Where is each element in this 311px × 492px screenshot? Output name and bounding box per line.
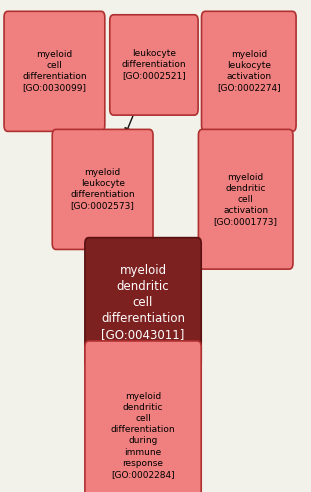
FancyBboxPatch shape xyxy=(202,11,296,131)
Text: myeloid
leukocyte
activation
[GO:0002274]: myeloid leukocyte activation [GO:0002274… xyxy=(217,50,281,92)
Text: myeloid
cell
differentiation
[GO:0030099]: myeloid cell differentiation [GO:0030099… xyxy=(22,50,87,92)
FancyBboxPatch shape xyxy=(110,15,198,115)
FancyBboxPatch shape xyxy=(85,238,201,368)
FancyBboxPatch shape xyxy=(85,341,201,492)
Text: myeloid
dendritic
cell
differentiation
[GO:0043011]: myeloid dendritic cell differentiation [… xyxy=(101,264,185,341)
Text: leukocyte
differentiation
[GO:0002521]: leukocyte differentiation [GO:0002521] xyxy=(122,49,186,81)
FancyBboxPatch shape xyxy=(4,11,105,131)
Text: myeloid
dendritic
cell
activation
[GO:0001773]: myeloid dendritic cell activation [GO:00… xyxy=(214,173,278,226)
Text: myeloid
dendritic
cell
differentiation
during
immune
response
[GO:0002284]: myeloid dendritic cell differentiation d… xyxy=(111,392,175,479)
Text: myeloid
leukocyte
differentiation
[GO:0002573]: myeloid leukocyte differentiation [GO:00… xyxy=(70,168,135,211)
FancyBboxPatch shape xyxy=(198,129,293,269)
FancyBboxPatch shape xyxy=(52,129,153,249)
